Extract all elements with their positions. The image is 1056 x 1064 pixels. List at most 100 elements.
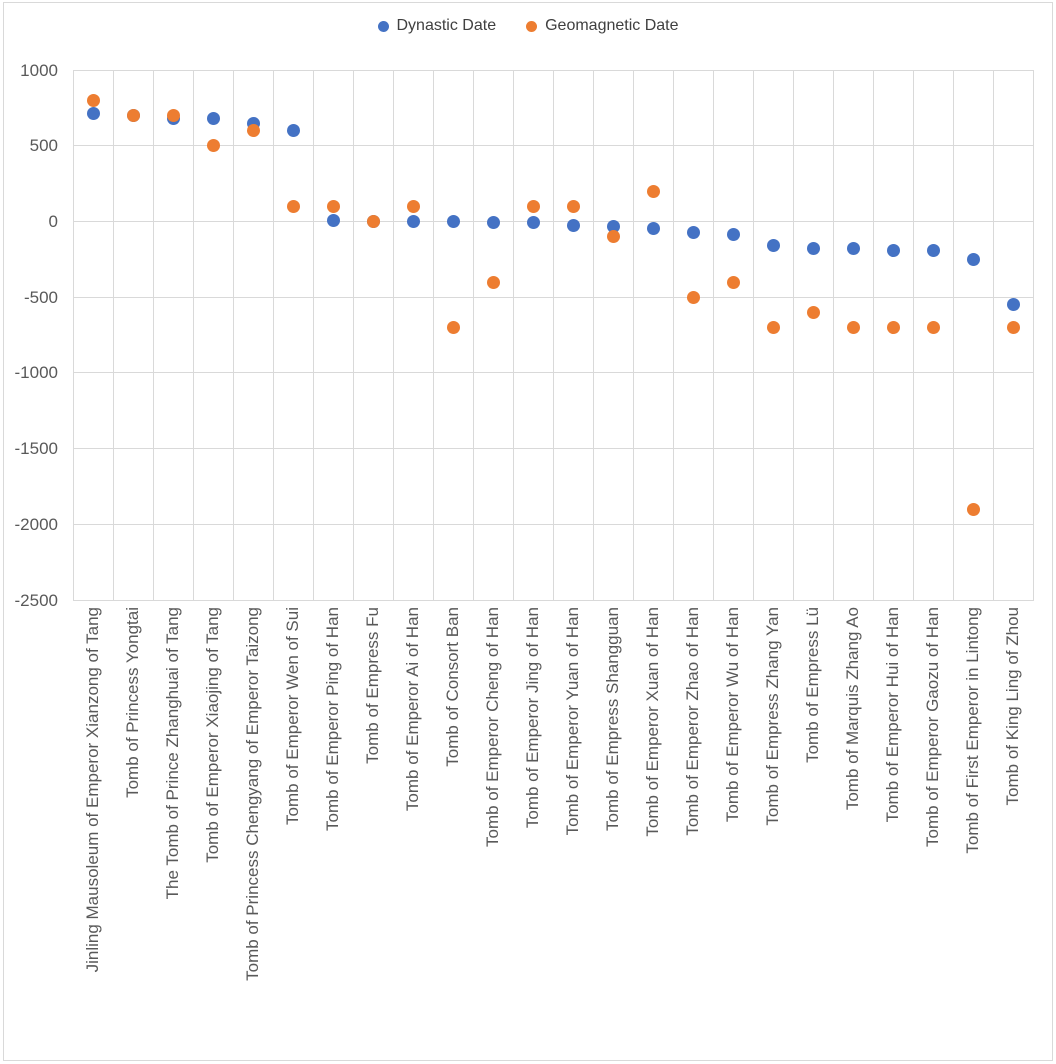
x-axis-category-label: Tomb of Princess Yongtai bbox=[123, 607, 142, 798]
x-axis-category-label: Tomb of Emperor Zhao of Han bbox=[683, 607, 702, 836]
data-point-dynastic-date[interactable] bbox=[886, 243, 900, 257]
legend-marker-dynastic-icon bbox=[377, 20, 389, 32]
x-axis-category-label: Tomb of Emperor Xuan of Han bbox=[643, 607, 662, 837]
data-point-geomagnetic-date[interactable] bbox=[246, 124, 260, 138]
x-axis-category-label: Tomb of Emperor Ping of Han bbox=[323, 607, 342, 831]
data-point-geomagnetic-date[interactable] bbox=[166, 108, 180, 122]
x-axis-category-label: Tomb of Consort Ban bbox=[443, 607, 462, 767]
data-point-geomagnetic-date[interactable] bbox=[846, 320, 860, 334]
data-point-geomagnetic-date[interactable] bbox=[326, 199, 340, 213]
gridline-horizontal bbox=[73, 220, 1034, 222]
gridline-vertical bbox=[633, 70, 634, 600]
data-point-dynastic-date[interactable] bbox=[686, 225, 700, 239]
x-axis-category-label: Tomb of Emperor Wen of Sui bbox=[283, 607, 302, 825]
data-point-geomagnetic-date[interactable] bbox=[886, 320, 900, 334]
legend-marker-geomagnetic-icon bbox=[526, 20, 538, 32]
gridline-horizontal bbox=[73, 372, 1034, 374]
data-point-dynastic-date[interactable] bbox=[406, 214, 420, 228]
gridline-vertical bbox=[433, 70, 434, 600]
gridline-vertical bbox=[913, 70, 914, 600]
x-axis-category-label: Tomb of Marquis Zhang Ao bbox=[843, 607, 862, 811]
y-axis-tick-label: 0 bbox=[48, 211, 58, 231]
data-point-dynastic-date[interactable] bbox=[846, 242, 860, 256]
data-point-dynastic-date[interactable] bbox=[526, 216, 540, 230]
x-axis-category-label: Tomb of Princess Chengyang of Emperor Ta… bbox=[243, 607, 262, 981]
data-point-geomagnetic-date[interactable] bbox=[726, 275, 740, 289]
legend-label-dynastic: Dynastic Date bbox=[396, 17, 497, 34]
legend-item-geomagnetic-date[interactable]: Geomagnetic Date bbox=[526, 17, 679, 35]
gridline-vertical bbox=[753, 70, 754, 600]
data-point-dynastic-date[interactable] bbox=[766, 239, 780, 253]
data-point-geomagnetic-date[interactable] bbox=[686, 290, 700, 304]
gridline-vertical bbox=[153, 70, 154, 600]
data-point-dynastic-date[interactable] bbox=[646, 221, 660, 235]
data-point-geomagnetic-date[interactable] bbox=[366, 214, 380, 228]
gridline-vertical bbox=[113, 70, 114, 600]
chart-border bbox=[3, 2, 1053, 1061]
x-axis-category-label: Tomb of Emperor Wu of Han bbox=[723, 607, 742, 823]
data-point-geomagnetic-date[interactable] bbox=[926, 320, 940, 334]
data-point-dynastic-date[interactable] bbox=[446, 214, 460, 228]
gridline-vertical bbox=[513, 70, 514, 600]
legend-item-dynastic-date[interactable]: Dynastic Date bbox=[377, 17, 497, 35]
x-axis-category-label: Jinling Mausoleum of Emperor Xianzong of… bbox=[83, 607, 102, 973]
gridline-vertical bbox=[793, 70, 794, 600]
x-axis-category-label: Tomb of First Emperor in Lintong bbox=[963, 607, 982, 854]
data-point-geomagnetic-date[interactable] bbox=[566, 199, 580, 213]
data-point-dynastic-date[interactable] bbox=[86, 107, 100, 121]
data-point-dynastic-date[interactable] bbox=[566, 219, 580, 233]
data-point-geomagnetic-date[interactable] bbox=[206, 139, 220, 153]
data-point-dynastic-date[interactable] bbox=[726, 227, 740, 241]
data-point-geomagnetic-date[interactable] bbox=[286, 199, 300, 213]
gridline-vertical bbox=[313, 70, 314, 600]
gridline-vertical bbox=[1033, 70, 1034, 600]
data-point-geomagnetic-date[interactable] bbox=[1006, 320, 1020, 334]
gridline-vertical bbox=[953, 70, 954, 600]
data-point-geomagnetic-date[interactable] bbox=[646, 184, 660, 198]
gridline-vertical bbox=[393, 70, 394, 600]
gridline-horizontal bbox=[73, 145, 1034, 147]
x-axis-category-label: Tomb of Emperor Yuan of Han bbox=[563, 607, 582, 836]
x-axis-category-label: Tomb of Empress Zhang Yan bbox=[763, 607, 782, 826]
x-axis-category-label: Tomb of Emperor Gaozu of Han bbox=[923, 607, 942, 848]
gridline-vertical bbox=[873, 70, 874, 600]
x-axis-category-label: Tomb of Emperor Cheng of Han bbox=[483, 607, 502, 848]
gridline-vertical bbox=[713, 70, 714, 600]
y-axis-tick-label: -1500 bbox=[14, 439, 58, 459]
data-point-geomagnetic-date[interactable] bbox=[446, 320, 460, 334]
x-axis-category-label: Tomb of Emperor Ai of Han bbox=[403, 607, 422, 812]
legend: Dynastic Date Geomagnetic Date bbox=[0, 17, 1056, 35]
data-point-dynastic-date[interactable] bbox=[206, 111, 220, 125]
y-axis-tick-label: 1000 bbox=[20, 60, 58, 80]
data-point-geomagnetic-date[interactable] bbox=[606, 230, 620, 244]
x-axis-category-label: Tomb of Emperor Jing of Han bbox=[523, 607, 542, 829]
data-point-geomagnetic-date[interactable] bbox=[406, 199, 420, 213]
y-axis-tick-label: -1000 bbox=[14, 363, 58, 383]
data-point-geomagnetic-date[interactable] bbox=[766, 320, 780, 334]
data-point-dynastic-date[interactable] bbox=[926, 244, 940, 258]
data-point-dynastic-date[interactable] bbox=[806, 242, 820, 256]
gridline-horizontal bbox=[73, 448, 1034, 450]
gridline-horizontal bbox=[73, 296, 1034, 298]
data-point-geomagnetic-date[interactable] bbox=[486, 275, 500, 289]
data-point-geomagnetic-date[interactable] bbox=[526, 199, 540, 213]
gridline-horizontal bbox=[73, 523, 1034, 525]
data-point-dynastic-date[interactable] bbox=[326, 214, 340, 228]
data-point-geomagnetic-date[interactable] bbox=[966, 502, 980, 516]
data-point-geomagnetic-date[interactable] bbox=[126, 108, 140, 122]
gridline-vertical bbox=[993, 70, 994, 600]
data-point-dynastic-date[interactable] bbox=[606, 220, 620, 234]
data-point-geomagnetic-date[interactable] bbox=[806, 305, 820, 319]
data-point-dynastic-date[interactable] bbox=[486, 216, 500, 230]
data-point-dynastic-date[interactable] bbox=[966, 252, 980, 266]
gridline-horizontal bbox=[73, 69, 1034, 71]
gridline-vertical bbox=[73, 70, 74, 600]
data-point-dynastic-date[interactable] bbox=[286, 124, 300, 138]
x-axis-category-label: Tomb of Emperor Hui of Han bbox=[883, 607, 902, 823]
y-axis-tick-label: -2500 bbox=[14, 590, 58, 610]
y-axis-tick-label: -2000 bbox=[14, 514, 58, 534]
data-point-dynastic-date[interactable] bbox=[1006, 298, 1020, 312]
legend-label-geomagnetic: Geomagnetic Date bbox=[545, 17, 679, 34]
y-axis-tick-label: 500 bbox=[29, 136, 58, 156]
data-point-geomagnetic-date[interactable] bbox=[86, 93, 100, 107]
